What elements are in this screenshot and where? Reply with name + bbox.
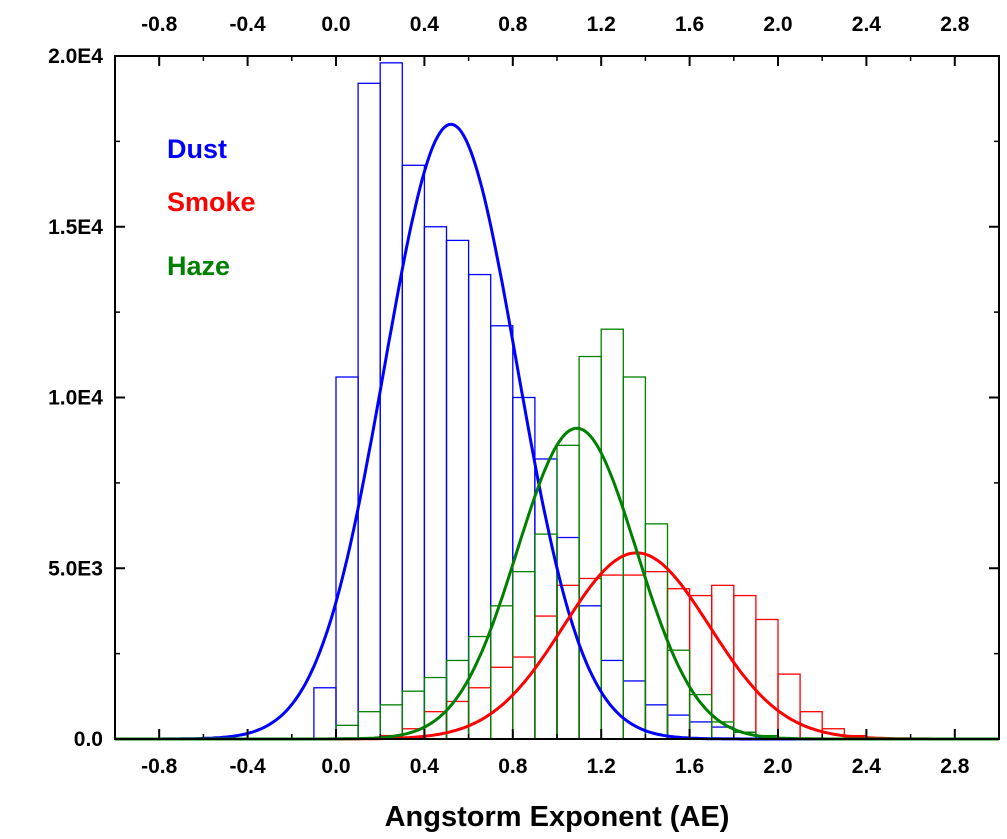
y-tick-label-1: 5.0E3 [48,557,103,580]
x-tick-label-bottom-2: 0.0 [321,755,350,778]
x-tick-label-bottom-6: 1.6 [675,755,704,778]
x-tick-label-top-3: 0.4 [410,13,440,36]
legend: Dust Smoke Haze [167,134,256,281]
y-tick-label-3: 1.5E4 [48,216,103,239]
x-tick-label-bottom-8: 2.4 [852,755,882,778]
x-tick-label-top-5: 1.2 [587,13,616,36]
x-tick-label-top-1: -0.4 [230,13,267,36]
x-tick-label-bottom-3: 0.4 [410,755,440,778]
x-tick-label-top-7: 2.0 [763,13,792,36]
x-tick-label-bottom-9: 2.8 [940,755,970,778]
x-tick-label-bottom-5: 1.2 [587,755,616,778]
x-tick-label-bottom-7: 2.0 [763,755,792,778]
axis-ticks [114,55,1000,740]
x-tick-label-top-0: -0.8 [141,13,178,36]
legend-entry-smoke: Smoke [167,187,256,217]
x-tick-label-top-4: 0.8 [498,13,528,36]
x-tick-label-top-2: 0.0 [321,13,350,36]
x-tick-label-bottom-0: -0.8 [141,755,178,778]
tick-labels: -0.8 -0.8 -0.4 -0.4 0.0 0.0 0.4 0.4 0.8 0.8 1.2 1.2… [48,13,970,778]
x-tick-label-top-9: 2.8 [940,13,970,36]
legend-entry-dust: Dust [167,134,227,164]
y-tick-label-4: 2.0E4 [48,45,103,68]
x-tick-label-bottom-4: 0.8 [498,755,528,778]
y-tick-label-0: 0.0 [74,728,103,751]
legend-entry-haze: Haze [167,251,230,281]
x-tick-label-top-8: 2.4 [852,13,882,36]
x-tick-label-bottom-1: -0.4 [230,755,267,778]
y-tick-label-2: 1.0E4 [48,387,103,410]
x-axis-title: Angstorm Exponent (AE) [385,801,730,833]
x-tick-label-top-6: 1.6 [675,13,704,36]
